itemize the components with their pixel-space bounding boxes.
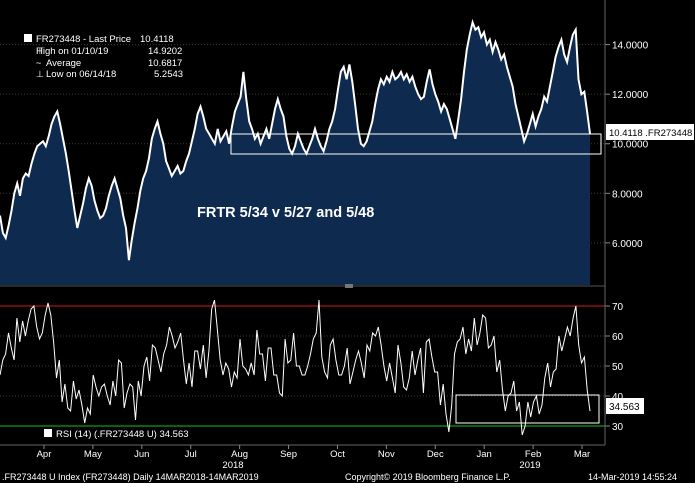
date-axis-ticks: Apr May Jun Jul Aug Sep Oct Nov Dec Jan Feb Mar 2018… <box>37 445 590 471</box>
price-axis-ticks: 6.0000 8.0000 10.0000 12.0000 14.0000 <box>605 41 649 250</box>
footer-copyright: Copyright© 2019 Bloomberg Finance L.P. <box>345 472 511 482</box>
date-tick-label: Mar <box>574 449 590 460</box>
rsi-tick-label: 60 <box>612 332 624 343</box>
rsi-axis-ticks: 30 40 50 60 70 <box>605 302 624 433</box>
year-label: 2019 <box>519 460 540 471</box>
legend-low-label: Low on 06/14/18 <box>46 69 116 80</box>
price-legend: FR273448 - Last Price 10.4118 High on 01… <box>24 34 183 80</box>
rsi-tag-label: 34.563 <box>609 402 640 413</box>
price-tick-label: 10.0000 <box>612 140 649 151</box>
price-tag-label: 10.4118 .FR273448 <box>609 128 692 139</box>
date-tick-label: Feb <box>525 449 541 460</box>
rsi-line <box>0 299 591 436</box>
price-tag-box <box>606 124 694 140</box>
legend-high-value: 14.9202 <box>148 46 182 57</box>
date-tick-label: Jan <box>477 449 492 460</box>
rsi-tick-label: 50 <box>612 362 624 373</box>
legend-swatch <box>24 34 32 42</box>
date-tick-label: May <box>84 449 102 460</box>
date-tick-label: Jun <box>134 449 149 460</box>
legend-series-name: FR273448 - Last Price <box>36 34 131 45</box>
date-tick-label: Dec <box>427 449 444 460</box>
footer-ticker: .FR273448 U Index (FR273448) Daily 14MAR… <box>2 472 259 482</box>
price-line <box>0 18 591 261</box>
highlight-box-rsi <box>455 394 600 424</box>
panel-resize-handle[interactable] <box>345 284 353 288</box>
date-tick-label: Apr <box>37 449 52 460</box>
date-tick-label: Jul <box>185 449 197 460</box>
rsi-tick-label: 40 <box>612 392 624 403</box>
price-tick-label: 8.0000 <box>612 189 643 200</box>
chart-annotation: FRTR 5/34 v 5/27 and 5/48 <box>197 205 374 221</box>
legend-low-value: 5.2543 <box>154 69 183 80</box>
price-tick-label: 6.0000 <box>612 239 643 250</box>
date-tick-label: Oct <box>330 449 345 460</box>
price-tick-label: 14.0000 <box>612 41 649 52</box>
legend-high-marker-icon: ⊤ <box>36 46 44 56</box>
rsi-tick-label: 70 <box>612 302 624 313</box>
rsi-tag-box <box>606 398 644 414</box>
price-tick-label: 12.0000 <box>612 90 649 101</box>
year-label: 2018 <box>222 460 243 471</box>
footer-timestamp: 14-Mar-2019 14:55:24 <box>588 472 677 482</box>
rsi-legend-swatch <box>44 429 52 437</box>
rsi-legend: RSI (14) (.FR273448 U) 34.563 <box>56 429 189 440</box>
legend-high-label: High on 01/10/19 <box>36 46 108 57</box>
legend-average-label: Average <box>46 58 81 69</box>
date-tick-label: Sep <box>280 449 297 460</box>
legend-average-marker-icon: ~ <box>36 58 41 68</box>
legend-average-value: 10.6817 <box>148 58 182 69</box>
legend-low-marker-icon: ⊥ <box>36 69 44 79</box>
highlight-box-price <box>230 133 602 155</box>
date-tick-label: Aug <box>231 449 248 460</box>
legend-last-value: 10.4118 <box>140 34 174 45</box>
date-tick-label: Nov <box>378 449 395 460</box>
rsi-tick-label: 30 <box>612 422 624 433</box>
